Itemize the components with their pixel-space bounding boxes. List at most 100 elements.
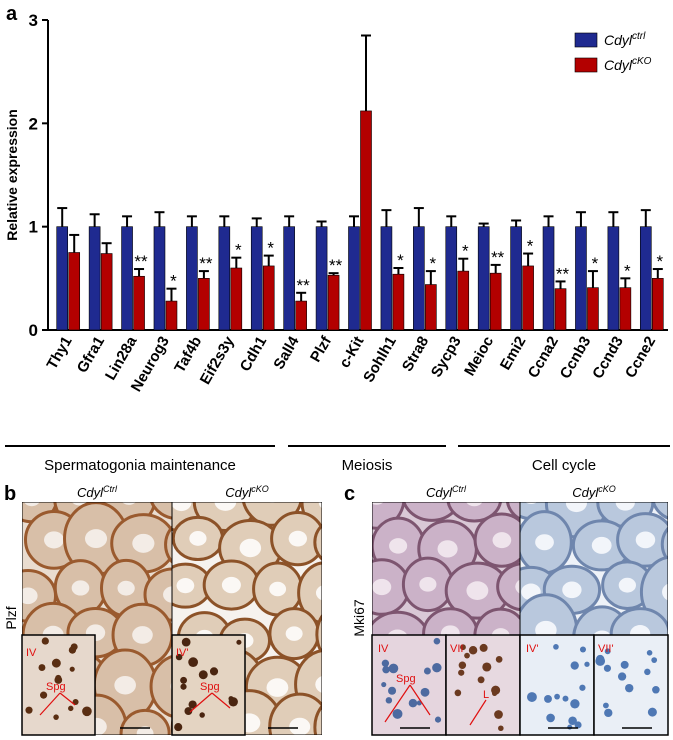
inset-stage: IV xyxy=(26,647,37,659)
lumen xyxy=(332,535,350,551)
nucleus xyxy=(620,660,629,669)
error-bar xyxy=(57,207,68,227)
lumen xyxy=(168,485,188,502)
nucleus xyxy=(651,657,658,663)
lumen xyxy=(44,531,64,549)
nucleus xyxy=(544,694,552,703)
bar xyxy=(315,226,328,331)
tubule xyxy=(402,502,462,522)
error-bar xyxy=(349,215,359,227)
x-tick-label: c-Kit xyxy=(336,334,367,371)
nucleus xyxy=(388,663,399,674)
legend-label: Cdylctrl xyxy=(604,31,646,48)
lumen xyxy=(437,540,458,558)
pointer-line xyxy=(469,699,487,726)
pointer-line xyxy=(59,692,76,706)
nucleus xyxy=(458,661,467,669)
nucleus xyxy=(381,681,387,688)
significance-label: ** xyxy=(297,276,311,295)
nucleus xyxy=(51,658,61,668)
bar xyxy=(250,226,263,331)
nucleus xyxy=(25,706,33,714)
error-bar xyxy=(425,270,436,285)
error-bar xyxy=(523,252,534,266)
error-bar xyxy=(555,280,566,289)
panel-label: c xyxy=(344,483,355,505)
legend-swatch xyxy=(574,57,598,73)
pointer-line xyxy=(409,684,431,716)
significance-label: ** xyxy=(556,264,570,283)
error-bar xyxy=(608,211,619,227)
group-label: Spermatogonia maintenance xyxy=(44,457,236,474)
nucleus xyxy=(567,724,573,730)
nucleus xyxy=(568,716,577,726)
tubule xyxy=(149,654,172,718)
error-bar xyxy=(134,268,145,277)
genotype-label: CdylcKO xyxy=(572,484,616,500)
error-bar xyxy=(413,207,424,227)
inset-cell: Spg xyxy=(46,681,66,693)
error-bar xyxy=(587,270,598,288)
legend-superscript: cKO xyxy=(632,56,652,67)
bar xyxy=(198,278,210,331)
nucleus xyxy=(174,723,183,732)
error-bar xyxy=(652,268,663,279)
error-bar xyxy=(296,291,307,302)
error-bar xyxy=(263,254,274,266)
error-bar xyxy=(251,217,262,227)
nucleus xyxy=(554,693,560,700)
nucleus xyxy=(574,721,582,729)
lumen xyxy=(22,587,38,605)
inset-stage: IV xyxy=(378,643,389,655)
nucleus xyxy=(464,652,470,659)
nucleus xyxy=(198,670,208,680)
nucleus xyxy=(432,663,442,673)
nucleus xyxy=(70,643,78,651)
lumen xyxy=(114,675,136,695)
lumen xyxy=(618,577,636,593)
bar xyxy=(68,252,81,331)
nucleus xyxy=(41,637,49,645)
tubule xyxy=(496,562,520,612)
inset-stage: IV' xyxy=(526,643,539,655)
y-tick-label: 1 xyxy=(29,218,38,237)
nucleus xyxy=(175,653,183,661)
tubule xyxy=(505,502,520,521)
lumen xyxy=(172,502,192,512)
nucleus xyxy=(458,669,465,676)
significance-label: * xyxy=(170,272,177,291)
nucleus xyxy=(199,712,205,718)
tubule xyxy=(660,526,668,563)
lumen xyxy=(121,502,137,505)
nucleus xyxy=(617,672,627,681)
bar xyxy=(477,226,490,331)
nucleus xyxy=(468,646,478,655)
nucleus xyxy=(68,705,74,712)
lumen xyxy=(132,626,153,644)
bar xyxy=(295,300,307,331)
error-bar xyxy=(393,267,404,275)
lumen xyxy=(132,533,155,553)
nucleus xyxy=(228,696,234,702)
nucleus xyxy=(40,691,48,699)
lumen xyxy=(562,581,582,599)
lumen xyxy=(285,626,303,641)
lumen xyxy=(214,502,237,511)
bar xyxy=(445,226,458,331)
micrographs xyxy=(21,485,669,736)
nucleus xyxy=(498,725,504,732)
nucleus xyxy=(53,714,59,720)
error-bar xyxy=(316,220,327,227)
x-tick-label: Gfra1 xyxy=(74,334,108,376)
lumen xyxy=(315,585,322,601)
bar xyxy=(575,226,587,331)
lumen xyxy=(635,531,656,549)
bar xyxy=(56,226,69,331)
error-bar xyxy=(154,211,165,227)
tubule xyxy=(119,708,171,735)
bar xyxy=(413,226,425,331)
nucleus xyxy=(479,643,488,652)
nucleus xyxy=(180,683,187,690)
lumen xyxy=(289,717,311,735)
inset-cell: Spg xyxy=(200,681,220,693)
